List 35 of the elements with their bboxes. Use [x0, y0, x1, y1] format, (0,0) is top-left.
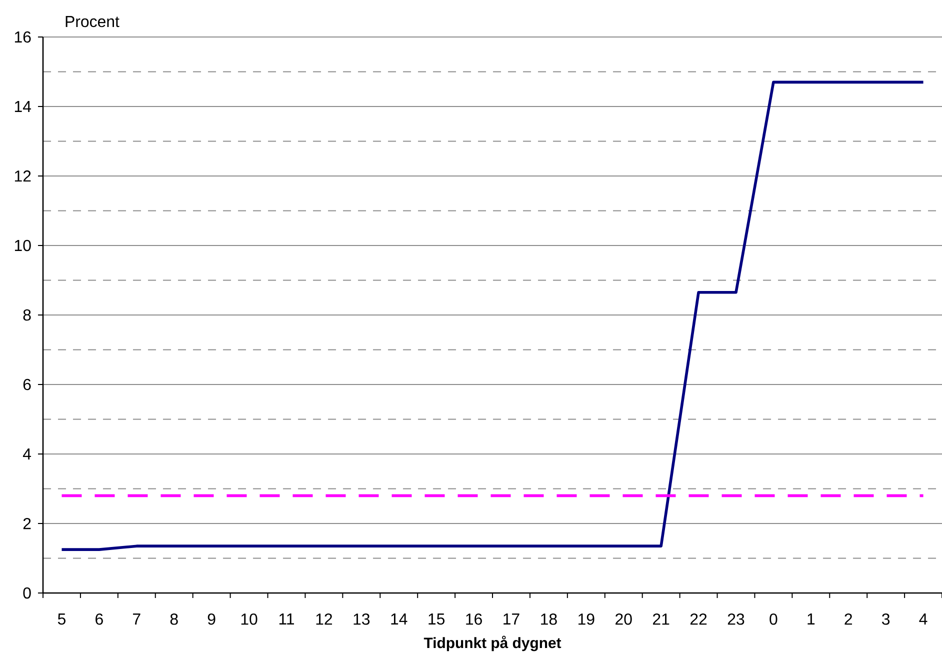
- y-axis-title: Procent: [66, 16, 120, 28]
- x-tick-label: 15: [428, 614, 444, 625]
- x-tick-label: 4: [919, 614, 928, 624]
- y-tick-label: 6: [23, 378, 31, 390]
- x-tick-label: 19: [578, 614, 594, 625]
- x-axis-title: Tidpunkt på dygnet: [424, 636, 562, 652]
- y-tick-label: 12: [14, 170, 31, 182]
- x-tick-label: 3: [882, 614, 890, 625]
- y-tick-label: 16: [14, 31, 31, 43]
- x-tick-label: 7: [133, 614, 140, 624]
- y-tick-label: 2: [23, 518, 31, 530]
- x-tick-label: 6: [96, 614, 103, 625]
- x-tick-label: 8: [170, 614, 178, 625]
- y-tick-label: 8: [23, 309, 31, 321]
- x-tick-label: 18: [541, 614, 557, 625]
- y-tick-label: 0: [23, 587, 31, 599]
- x-tick-label: 11: [279, 614, 294, 624]
- x-tick-label: 17: [504, 614, 520, 624]
- x-tick-label: 0: [770, 614, 778, 625]
- x-tick-label: 9: [208, 614, 216, 625]
- x-tick-label: 23: [728, 614, 744, 625]
- y-tick-label: 10: [14, 240, 31, 252]
- x-tick-label: 2: [844, 614, 852, 625]
- x-tick-label: 13: [354, 614, 370, 625]
- x-tick-label: 1: [808, 614, 815, 624]
- y-tick-label: 4: [22, 448, 32, 460]
- x-tick-label: 12: [316, 614, 332, 625]
- x-tick-label: 14: [391, 614, 408, 624]
- x-tick-label: 5: [58, 614, 66, 625]
- x-tick-label: 20: [616, 614, 632, 625]
- y-tick-label: 14: [14, 101, 32, 112]
- x-tick-label: 21: [653, 614, 670, 625]
- x-tick-label: 22: [690, 614, 707, 625]
- x-tick-label: 10: [241, 614, 258, 625]
- x-tick-label: 16: [466, 614, 482, 625]
